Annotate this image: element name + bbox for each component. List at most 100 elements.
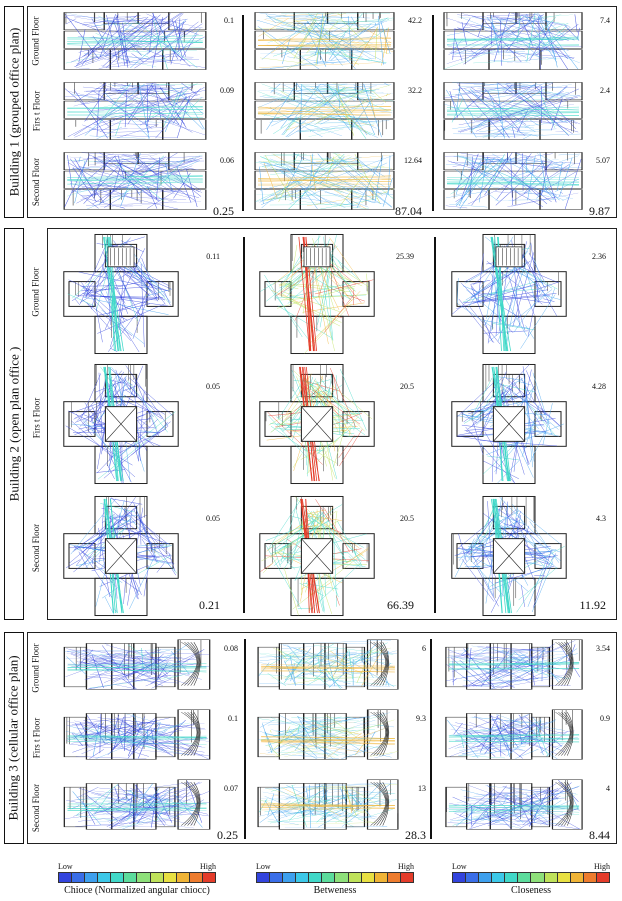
legend-color-swatch [570,873,584,882]
floor-label-ground: Ground Floor [31,643,41,693]
metric-value: 6 [422,644,426,653]
metric-value: 0.11 [206,252,220,261]
floor-plan-image [438,80,588,142]
legend-color-swatch [150,873,164,882]
floor-plan-image [438,10,588,72]
column-divider [244,639,246,839]
floor-label-ground: Ground Floor [31,16,41,66]
floor-label-first: Firs t Floor [31,717,42,759]
legend-color-swatch [72,873,86,882]
building-1-label: Building 1 (grouped office plan) [4,6,24,218]
legend-color-swatch [361,873,375,882]
legend-color-swatch [270,873,284,882]
floor-plan-image [438,150,588,212]
floor-plan-image [444,232,574,356]
metric-total: 9.87 [589,204,610,218]
floor-label-first: Firs t Floor [31,90,42,132]
metric-value: 2.4 [600,86,610,95]
legend-color-swatch [479,873,493,882]
legend-closeness: Low High Closeness [452,862,610,898]
floor-plan-image [56,362,186,486]
legend-high-label: High [200,862,216,871]
metric-value: 4.28 [592,382,606,391]
legend-color-swatch [322,873,336,882]
legend-color-swatch [283,873,297,882]
legend-color-bar [452,872,610,883]
floor-label-second: Second Floor [31,783,41,833]
floor-plan-image [252,636,404,698]
column-divider [242,15,244,211]
metric-value: 13 [418,784,426,793]
legend-color-swatch [505,873,519,882]
legend-color-swatch [335,873,349,882]
legend-title-betweenness: Betweness [313,885,357,896]
metric-total: 28.3 [405,828,426,842]
metric-value: 3.54 [596,644,610,653]
floor-plan-image [58,10,212,72]
legend-color-swatch [583,873,597,882]
floor-plan-image [252,706,404,768]
floor-plan-image [252,232,382,356]
legend-color-swatch [98,873,112,882]
metric-total: 0.21 [199,598,220,612]
floor-plan-image [58,776,216,838]
metric-value: 0.1 [224,16,234,25]
legend-low-label: Low [58,862,73,871]
metric-value: 42.2 [408,16,422,25]
column-divider [434,237,436,613]
legend-color-swatch [137,873,151,882]
legend-title-closeness: Closeness [511,885,551,896]
floor-plan-image [249,10,400,72]
legend-title-choice: Chioce (Normalized angular chiocc) [64,885,210,896]
legend-high-label: High [594,862,610,871]
floor-plan-image [56,232,186,356]
floor-plan-image [444,494,574,618]
metric-value: 0.06 [220,156,234,165]
legend-color-swatch [59,873,73,882]
metric-value: 0.09 [220,86,234,95]
legend-color-swatch [111,873,125,882]
metric-value: 0.07 [224,784,238,793]
metric-value: 20.5 [400,514,414,523]
metric-value: 0.08 [224,644,238,653]
legend-betweenness: Low High Betweness [256,862,414,898]
metric-total: 0.25 [217,828,238,842]
legend-color-swatch [374,873,388,882]
legend-low-label: Low [452,862,467,871]
metric-value: 32.2 [408,86,422,95]
legend-color-swatch [296,873,310,882]
legend-color-swatch [124,873,138,882]
floor-plan-image [440,776,588,838]
building-2-label: Building 2 (open plan office ) [4,228,24,620]
metric-total: 11.92 [579,598,606,612]
legend-color-swatch [387,873,401,882]
legend-color-swatch [400,873,413,882]
metric-total: 66.39 [387,598,414,612]
metric-value: 0.1 [228,714,238,723]
metric-total: 0.25 [213,204,234,218]
floor-plan-image [249,150,400,212]
legend-color-swatch [596,873,609,882]
metric-value: 2.36 [592,252,606,261]
legend-color-swatch [85,873,99,882]
legend-color-swatch [257,873,271,882]
floor-plan-image [249,80,400,142]
metric-value: 9.3 [416,714,426,723]
floor-plan-image [444,362,574,486]
legend-color-swatch [189,873,203,882]
legend-color-swatch [309,873,323,882]
legend-color-swatch [466,873,480,882]
metric-value: 0.05 [206,514,220,523]
building-3-label: Building 3 (cellular office plan) [4,632,24,844]
legend-color-swatch [202,873,215,882]
column-divider [243,237,245,613]
metric-value: 0.05 [206,382,220,391]
floor-plan-image [440,636,588,698]
legend-color-swatch [544,873,558,882]
floor-plan-image [58,80,212,142]
floor-label-ground: Ground Floor [31,267,41,317]
metric-value: 20.5 [400,382,414,391]
floor-label-first: Firs t Floor [31,397,42,439]
floor-label-second: Second Floor [31,523,41,573]
legend-color-swatch [453,873,467,882]
